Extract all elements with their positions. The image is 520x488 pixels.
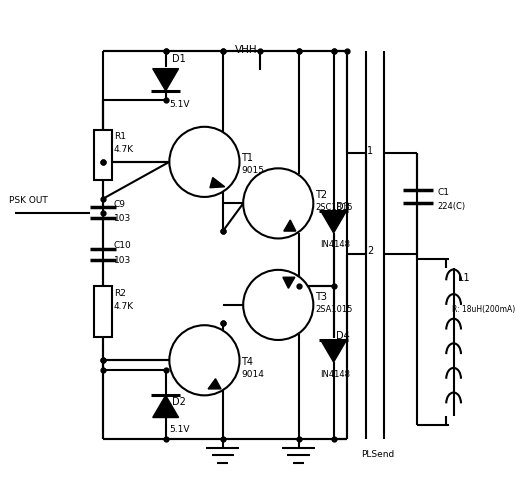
Text: 5.1V: 5.1V — [170, 100, 190, 109]
Text: 103: 103 — [114, 214, 131, 224]
Text: C10: C10 — [114, 241, 132, 250]
Text: L1: L1 — [458, 273, 470, 283]
Text: 5.1V: 5.1V — [170, 425, 190, 434]
Text: 9014: 9014 — [241, 369, 264, 379]
Circle shape — [243, 270, 314, 340]
Polygon shape — [284, 220, 296, 231]
Polygon shape — [283, 277, 295, 288]
Text: R: 18uH(200mA): R: 18uH(200mA) — [452, 305, 515, 314]
Text: IN4148: IN4148 — [320, 369, 350, 379]
Text: 4.7K: 4.7K — [114, 302, 134, 311]
Text: D2: D2 — [172, 397, 186, 407]
Text: PLSend: PLSend — [361, 450, 395, 459]
Text: 224(C): 224(C) — [437, 202, 465, 210]
Circle shape — [243, 168, 314, 239]
Circle shape — [170, 325, 240, 395]
Bar — [94, 286, 112, 337]
Bar — [94, 129, 112, 181]
Polygon shape — [208, 379, 221, 389]
Text: 2SA1015: 2SA1015 — [315, 305, 353, 314]
Text: D1: D1 — [172, 54, 186, 64]
Text: 2SC1815: 2SC1815 — [315, 203, 353, 212]
Text: T4: T4 — [241, 357, 253, 366]
Text: C1: C1 — [437, 188, 449, 197]
Text: IN4148: IN4148 — [320, 240, 350, 249]
Text: 103: 103 — [114, 256, 131, 265]
Polygon shape — [153, 69, 178, 91]
Text: T3: T3 — [315, 292, 327, 302]
Text: C9: C9 — [114, 200, 126, 209]
Text: 1: 1 — [367, 146, 373, 156]
Polygon shape — [321, 340, 346, 362]
Text: T1: T1 — [241, 153, 253, 163]
Polygon shape — [153, 395, 178, 418]
Text: D3: D3 — [336, 202, 350, 211]
Circle shape — [170, 127, 240, 197]
Text: 9015: 9015 — [241, 165, 264, 175]
Text: R1: R1 — [114, 132, 126, 142]
Text: PSK OUT: PSK OUT — [9, 196, 47, 205]
Polygon shape — [321, 211, 346, 233]
Text: R2: R2 — [114, 289, 126, 298]
Text: VHH: VHH — [235, 44, 257, 55]
Text: D4: D4 — [336, 331, 350, 341]
Text: T2: T2 — [315, 190, 327, 201]
Polygon shape — [210, 178, 225, 188]
Text: 2: 2 — [367, 246, 373, 256]
Text: 4.7K: 4.7K — [114, 145, 134, 154]
